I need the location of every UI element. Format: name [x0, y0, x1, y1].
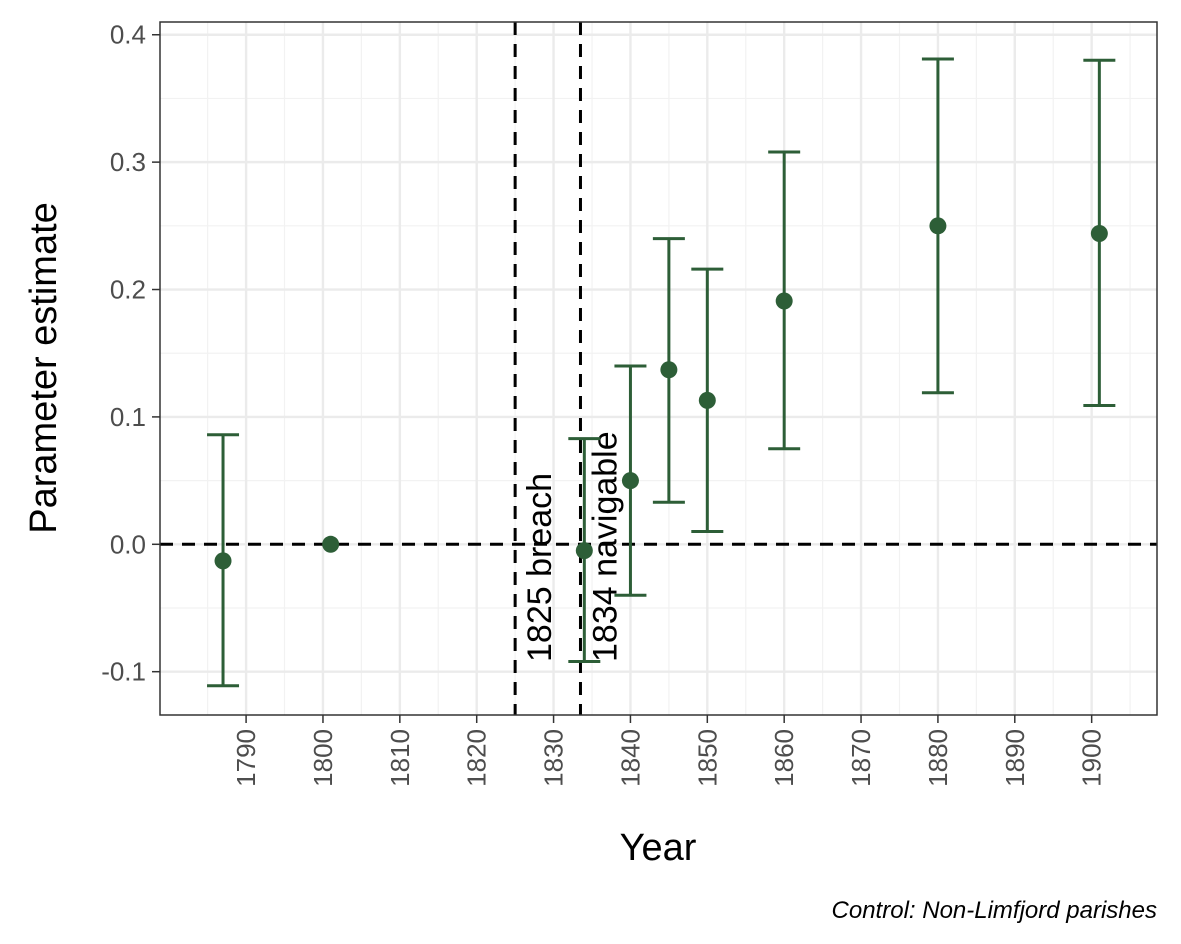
y-tick-label: 0.4 [110, 20, 146, 50]
x-axis-title: Year [620, 827, 697, 869]
x-tick-label: 1820 [462, 729, 492, 787]
x-tick-label: 1900 [1077, 729, 1107, 787]
event-line-label: 1834 navigable [586, 431, 624, 662]
x-tick-label: 1810 [385, 729, 415, 787]
x-tick-label: 1830 [539, 729, 569, 787]
y-axis-title: Parameter estimate [23, 202, 65, 534]
x-tick-label: 1870 [846, 729, 876, 787]
x-tick-label: 1790 [231, 729, 261, 787]
data-point [214, 552, 232, 570]
y-tick-label: 0.0 [110, 529, 146, 559]
y-axis-ticks: -0.1 0.0 0.1 0.2 0.3 0.4 [101, 20, 160, 687]
data-point [775, 292, 793, 310]
data-point [621, 472, 639, 490]
x-tick-label: 1840 [615, 729, 645, 787]
event-lines: 1825 breach 1834 navigable [513, 22, 624, 715]
plot-border [159, 21, 1158, 716]
x-tick-label: 1850 [692, 729, 722, 787]
data-point [929, 217, 947, 235]
points [214, 217, 1108, 570]
data-point [322, 535, 340, 553]
y-tick-label: 0.1 [110, 402, 146, 432]
x-tick-label: 1860 [769, 729, 799, 787]
event-line-label: 1825 breach [521, 473, 559, 662]
x-axis-ticks: 1790 1800 1810 1820 1830 1840 1850 1860 1870 1880… [231, 715, 1107, 787]
y-tick-label: -0.1 [101, 657, 146, 687]
x-tick-label: 1800 [308, 729, 338, 787]
data-point [1090, 224, 1108, 242]
y-tick-label: 0.2 [110, 275, 146, 305]
x-tick-label: 1880 [923, 729, 953, 787]
data-point [660, 361, 678, 379]
x-tick-label: 1890 [1000, 729, 1030, 787]
data-point [698, 391, 716, 409]
y-tick-label: 0.3 [110, 147, 146, 177]
data-point [575, 542, 593, 560]
chart-caption: Control: Non-Limfjord parishes [832, 897, 1157, 924]
plot-panel [160, 22, 1157, 715]
